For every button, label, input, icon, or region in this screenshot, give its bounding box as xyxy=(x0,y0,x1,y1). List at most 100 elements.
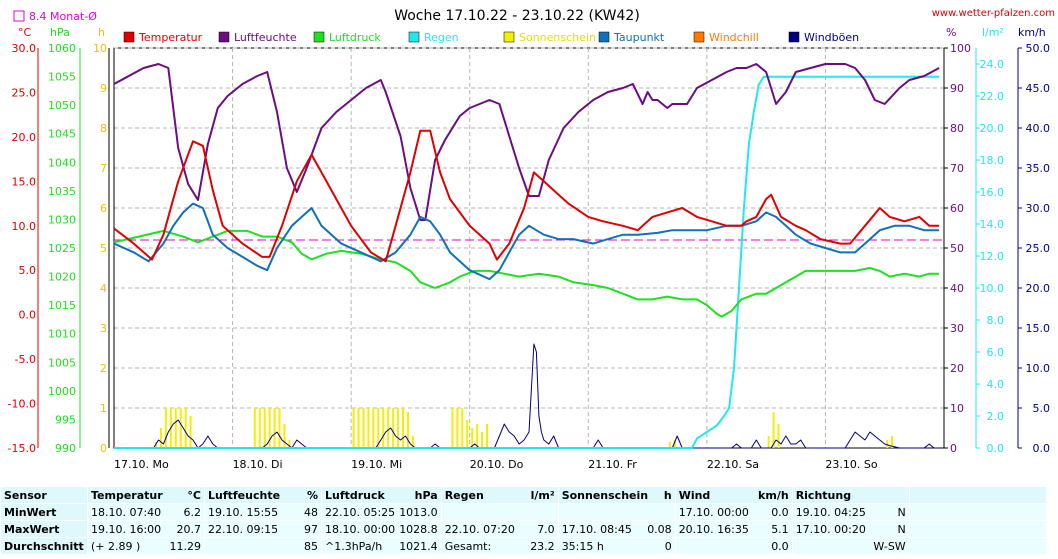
sun-tick-label: 6 xyxy=(100,202,107,215)
legend-swatch xyxy=(408,31,420,43)
sunshine-bar xyxy=(406,412,409,448)
temp-tick-label: -5.0 xyxy=(15,353,36,366)
stats-cell: (+ 2.89 ) 11.29 xyxy=(88,538,204,554)
sunshine-bar xyxy=(154,442,157,448)
stats-header-sensor: Sensor xyxy=(1,487,87,503)
stats-cell: 22.10. 05:25 1013.0 xyxy=(322,504,441,520)
sun-tick-label: 2 xyxy=(100,362,107,375)
sun-tick-label: 4 xyxy=(100,282,107,295)
legend-swatch xyxy=(313,31,325,43)
x-tick-label: 19.10. Mi xyxy=(351,458,402,471)
humidity-tick-label: 100 xyxy=(950,42,971,55)
wind-tick-label: 0.0 xyxy=(1033,442,1051,455)
temp-tick-label: 10.0 xyxy=(12,220,37,233)
wind-tick-label: 5.0 xyxy=(1033,402,1051,415)
stats-row-max: MaxWert 19.10. 16:00 20.7 22.10. 09:15 97 … xyxy=(1,521,1046,537)
sunshine-bar xyxy=(253,408,256,448)
humidity-tick-label: 90 xyxy=(950,82,964,95)
stats-cell: W-SW xyxy=(792,538,909,554)
wind-axis-unit: km/h xyxy=(1018,26,1046,39)
sun-tick-label: 1 xyxy=(100,402,107,415)
sunshine-bar xyxy=(402,408,405,448)
stats-cell: 85 xyxy=(205,538,321,554)
legend-label: Temperatur xyxy=(138,31,203,44)
humidity-axis-unit: % xyxy=(946,26,956,39)
wind-tick-label: 45.0 xyxy=(1026,82,1051,95)
stats-cell: 20.10. 16:35 5.1 xyxy=(675,521,792,537)
sunshine-bar xyxy=(263,408,266,448)
sunshine-bar xyxy=(387,408,390,448)
stats-header-sunshine: Sonnenschein h xyxy=(558,487,675,503)
chart-layer: 30.025.020.015.010.05.00.0-5.0-10.0-15.0… xyxy=(8,31,1050,471)
sunshine-bar xyxy=(481,432,484,448)
sunshine-bar xyxy=(668,442,671,448)
sunshine-bar xyxy=(278,408,281,448)
sun-tick-label: 5 xyxy=(100,242,107,255)
humidity-tick-label: 60 xyxy=(950,202,964,215)
rain-tick-label: 2.0 xyxy=(987,410,1005,423)
rain-tick-label: 24.0 xyxy=(980,58,1005,71)
stats-header-row: Sensor Temperatur °C Luftfeuchte% Luftdru… xyxy=(1,487,1046,503)
stats-cell: 19.10. 15:55 48 xyxy=(205,504,321,520)
sunshine-bar xyxy=(283,424,286,448)
sunshine-bar xyxy=(772,412,775,448)
rain-tick-label: 14.0 xyxy=(980,218,1005,231)
x-tick-label: 20.10. Do xyxy=(470,458,524,471)
stats-table: Sensor Temperatur °C Luftfeuchte% Luftdru… xyxy=(0,486,1047,555)
wind-tick-label: 35.0 xyxy=(1026,162,1051,175)
series-line-taupunkt xyxy=(113,202,940,281)
humidity-tick-label: 10 xyxy=(950,402,964,415)
x-tick-label: 17.10. Mo xyxy=(114,458,169,471)
sunshine-bar xyxy=(367,408,370,448)
legend-swatch xyxy=(123,31,135,43)
humidity-tick-label: 50 xyxy=(950,242,964,255)
series-line-luftfeuchte xyxy=(113,63,940,221)
weather-chart: Woche 17.10.22 - 23.10.22 (KW42) www.wet… xyxy=(7,8,1055,471)
stats-cell: 22.10. 09:15 97 xyxy=(205,521,321,537)
stats-cell: 18.10. 00:00 1028.8 xyxy=(322,521,441,537)
stats-cell: 17.10. 00:00 0.0 xyxy=(675,504,792,520)
stats-cell: 22.10. 07:20 7.0 xyxy=(441,521,558,537)
sunshine-bar xyxy=(392,408,395,448)
humidity-tick-label: 20 xyxy=(950,362,964,375)
pressure-tick-label: 1010 xyxy=(48,328,76,341)
humidity-tick-label: 30 xyxy=(950,322,964,335)
sunshine-bar xyxy=(466,420,469,448)
temp-tick-label: 15.0 xyxy=(12,175,37,188)
rain-axis-unit: l/m² xyxy=(982,26,1004,39)
rain-tick-label: 22.0 xyxy=(980,90,1005,103)
sunshine-bar xyxy=(673,440,676,448)
series-line-regen xyxy=(114,75,940,449)
sunshine-bar xyxy=(891,436,894,448)
sun-axis-unit: h xyxy=(98,26,105,39)
sunshine-bar xyxy=(159,428,162,448)
stats-cell: 0.0 xyxy=(675,538,792,554)
stats-header-empty xyxy=(909,487,1046,503)
rain-tick-label: 4.0 xyxy=(987,378,1005,391)
legend-label: Taupunkt xyxy=(613,31,665,44)
sun-tick-label: 3 xyxy=(100,322,107,335)
sunshine-bar xyxy=(362,408,365,448)
series-line-temperatur xyxy=(113,129,940,263)
temp-tick-label: 5.0 xyxy=(19,264,37,277)
sun-tick-label: 8 xyxy=(100,122,107,135)
sunshine-bar xyxy=(886,440,889,448)
rain-tick-label: 0.0 xyxy=(987,442,1005,455)
wind-tick-label: 40.0 xyxy=(1026,122,1051,135)
rain-tick-label: 8.0 xyxy=(987,314,1005,327)
sun-tick-label: 0 xyxy=(100,442,107,455)
legend-swatch xyxy=(788,31,800,43)
pressure-tick-label: 990 xyxy=(55,442,76,455)
wind-tick-label: 30.0 xyxy=(1026,202,1051,215)
site-link[interactable]: www.wetter-pfalzen.com xyxy=(932,8,1055,19)
pressure-tick-label: 1025 xyxy=(48,242,76,255)
sun-tick-label: 7 xyxy=(100,162,107,175)
sunshine-bar xyxy=(174,408,177,448)
wind-tick-label: 25.0 xyxy=(1026,242,1051,255)
rain-tick-label: 16.0 xyxy=(980,186,1005,199)
sunshine-bar xyxy=(189,416,192,448)
x-tick-label: 18.10. Di xyxy=(233,458,283,471)
stats-cell: 19.10. 04:25 N xyxy=(792,504,909,520)
temp-tick-label: 25.0 xyxy=(12,86,37,99)
